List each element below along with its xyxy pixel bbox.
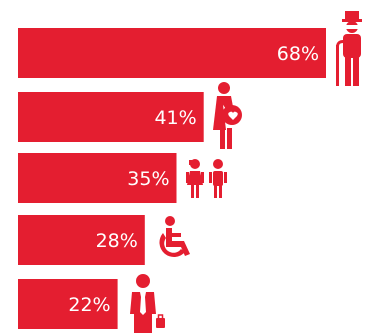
bars: [18, 28, 326, 329]
bar-elderly: [18, 28, 326, 78]
bar-pregnant-woman: [18, 92, 204, 142]
data-label: 68%: [277, 43, 319, 65]
icons: [130, 11, 362, 333]
elderly-person-icon: [336, 11, 362, 86]
wheelchair-icon: [159, 216, 190, 258]
bar-wheelchair-user: [18, 215, 145, 265]
pregnant-woman-icon: [213, 82, 242, 149]
businessman-icon: [130, 274, 165, 333]
bar-children: [18, 153, 177, 203]
children-icon: [186, 159, 227, 198]
data-label: 22%: [68, 294, 110, 316]
data-label: 35%: [127, 168, 169, 190]
data-label: 41%: [154, 107, 196, 129]
bar-businessman: [18, 279, 118, 329]
data-labels: 68% 41% 35% 28% 22%: [68, 43, 319, 316]
data-label: 28%: [96, 230, 138, 252]
